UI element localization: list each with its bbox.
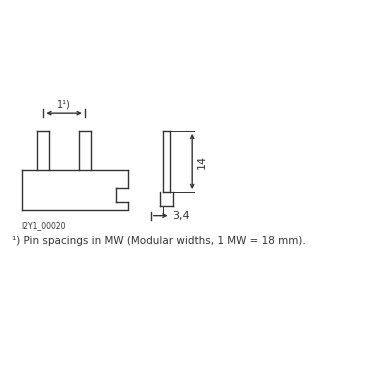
Text: I2Y1_00020: I2Y1_00020 (22, 222, 66, 231)
Text: 3,4: 3,4 (172, 211, 190, 221)
Text: 14: 14 (197, 154, 207, 169)
Text: ¹) Pin spacings in MW (Modular widths, 1 MW = 18 mm).: ¹) Pin spacings in MW (Modular widths, 1… (12, 236, 306, 246)
Text: 1¹): 1¹) (57, 99, 71, 109)
